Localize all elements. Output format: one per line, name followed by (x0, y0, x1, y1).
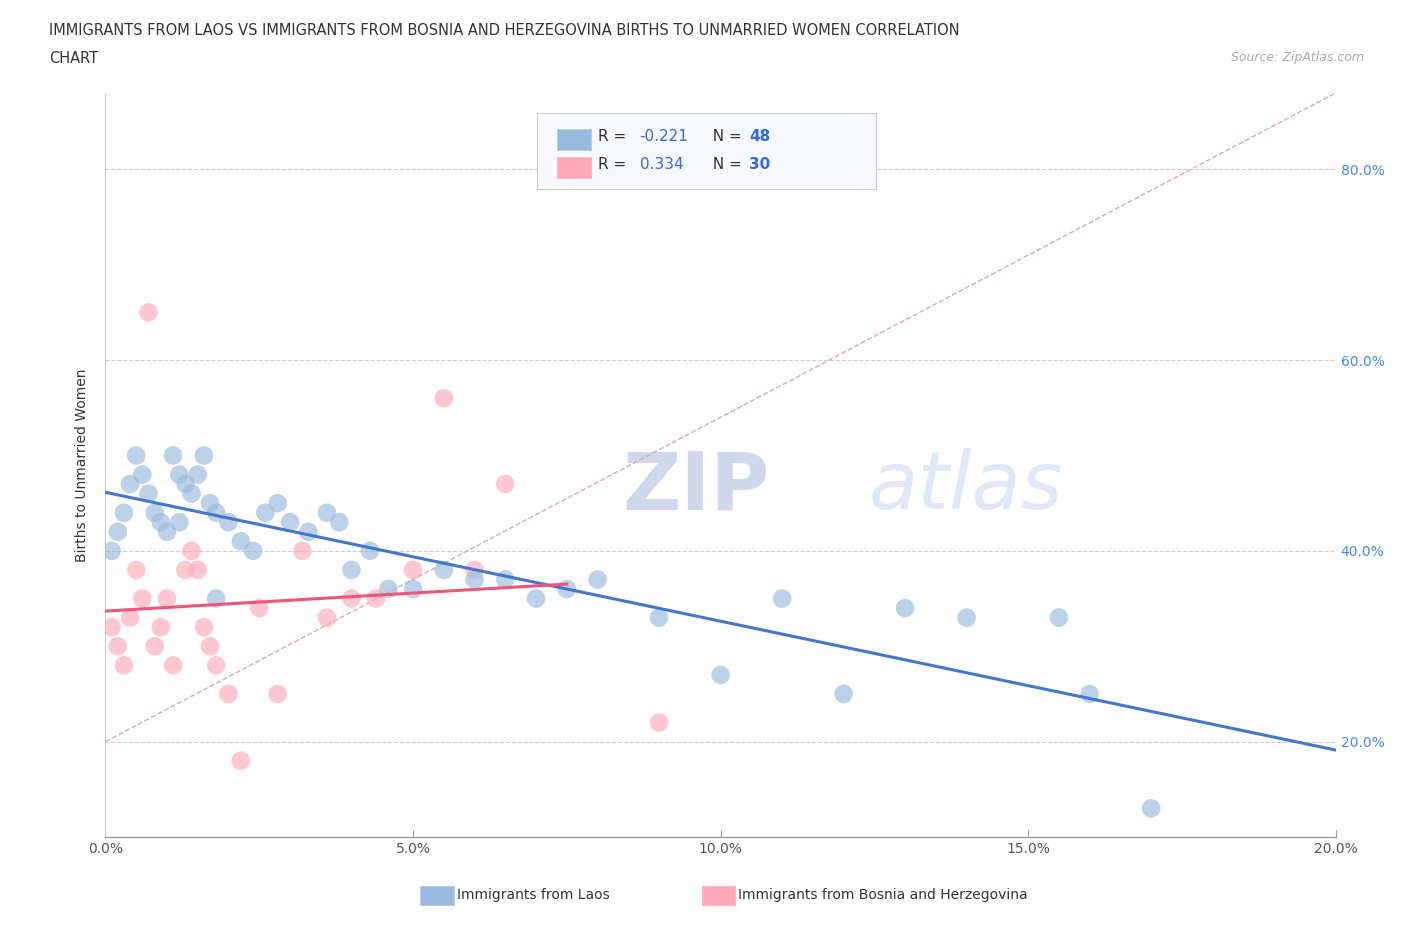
Point (359, 543, 381, 558)
Point (340, 563, 363, 578)
Point (894, 601, 917, 616)
Point (464, 572, 486, 587)
Text: ZIP: ZIP (621, 448, 769, 526)
Point (218, 686, 240, 701)
Point (267, 686, 290, 701)
Point (180, 486, 202, 501)
Point (149, 515, 172, 530)
Point (315, 505, 337, 520)
Point (162, 658, 184, 672)
Point (1078, 686, 1101, 701)
Text: CHART: CHART (49, 51, 98, 66)
Point (169, 515, 191, 530)
Point (107, 639, 129, 654)
Point (494, 477, 516, 492)
Point (156, 525, 179, 539)
Point (278, 515, 301, 530)
Point (162, 448, 184, 463)
Point (328, 515, 350, 530)
Point (205, 505, 228, 520)
Text: 30: 30 (749, 157, 770, 172)
Point (648, 715, 671, 730)
Point (648, 610, 671, 625)
Point (187, 563, 209, 578)
Point (112, 658, 135, 672)
Text: 0.334: 0.334 (640, 157, 683, 172)
Point (710, 668, 733, 683)
Point (832, 686, 855, 701)
Point (143, 639, 166, 654)
Point (125, 448, 148, 463)
Text: Immigrants from Bosnia and Herzegovina: Immigrants from Bosnia and Herzegovina (738, 887, 1028, 902)
Text: R =: R = (598, 157, 631, 172)
Point (198, 639, 221, 654)
Point (131, 591, 153, 606)
Point (433, 563, 456, 578)
Point (169, 467, 191, 482)
Text: 48: 48 (749, 129, 770, 144)
Point (112, 505, 135, 520)
Text: IMMIGRANTS FROM LAOS VS IMMIGRANTS FROM BOSNIA AND HERZEGOVINA BIRTHS TO UNMARRI: IMMIGRANTS FROM LAOS VS IMMIGRANTS FROM … (49, 23, 960, 38)
Point (297, 525, 319, 539)
Point (107, 525, 129, 539)
Y-axis label: Births to Unmarried Women: Births to Unmarried Women (76, 368, 90, 562)
Point (193, 619, 215, 634)
Point (187, 467, 209, 482)
Point (198, 496, 221, 511)
Point (366, 591, 388, 606)
Point (205, 591, 228, 606)
Point (174, 477, 197, 492)
Point (464, 563, 486, 578)
Point (770, 591, 793, 606)
Point (433, 391, 456, 405)
Point (218, 515, 240, 530)
Point (156, 591, 179, 606)
Text: Source: ZipAtlas.com: Source: ZipAtlas.com (1230, 51, 1364, 64)
Point (229, 534, 252, 549)
Point (143, 505, 166, 520)
Point (120, 477, 141, 492)
Point (131, 467, 153, 482)
Point (229, 753, 252, 768)
Point (402, 563, 425, 578)
Point (956, 610, 979, 625)
Text: N =: N = (703, 157, 747, 172)
Point (247, 601, 270, 616)
Text: R =: R = (598, 129, 631, 144)
Point (524, 591, 547, 606)
Point (242, 543, 264, 558)
Point (555, 581, 578, 596)
Point (205, 658, 228, 672)
Point (125, 563, 148, 578)
Point (149, 619, 172, 634)
Point (138, 305, 160, 320)
Point (180, 543, 202, 558)
Text: Immigrants from Laos: Immigrants from Laos (457, 887, 610, 902)
Point (340, 591, 363, 606)
Point (100, 543, 122, 558)
Point (586, 572, 609, 587)
Point (1140, 801, 1163, 816)
Text: atlas: atlas (869, 448, 1063, 526)
Point (315, 610, 337, 625)
Text: N =: N = (703, 129, 747, 144)
Point (494, 572, 516, 587)
Point (267, 496, 290, 511)
Text: -0.221: -0.221 (640, 129, 689, 144)
Point (1047, 610, 1070, 625)
Point (100, 619, 122, 634)
Point (402, 581, 425, 596)
Point (254, 505, 277, 520)
Point (138, 486, 160, 501)
Point (377, 581, 399, 596)
Point (174, 563, 197, 578)
Point (291, 543, 314, 558)
Point (193, 448, 215, 463)
Point (120, 610, 141, 625)
